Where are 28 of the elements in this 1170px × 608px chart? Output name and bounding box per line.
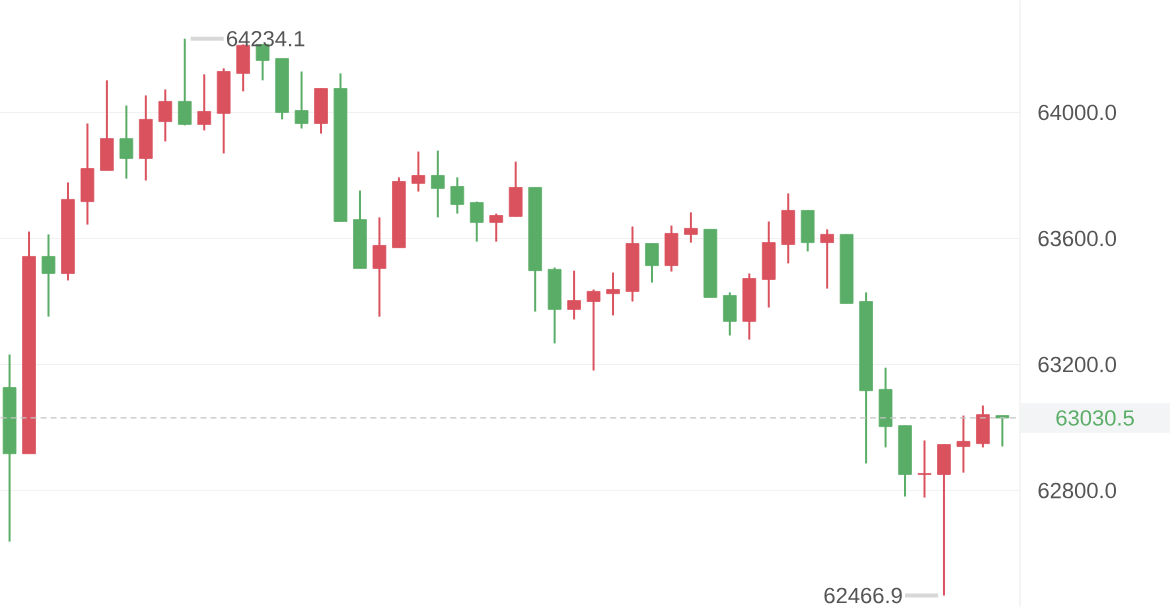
candlestick xyxy=(294,70,309,130)
candlestick xyxy=(567,269,581,321)
candlestick xyxy=(684,211,698,244)
candlestick xyxy=(995,414,1010,448)
candlestick xyxy=(372,216,387,318)
annotation: 62466.9 xyxy=(824,587,902,604)
candlestick xyxy=(411,150,426,193)
candlestick xyxy=(119,104,134,180)
y-tick-label: 63200.0 xyxy=(1038,356,1117,373)
candlestick xyxy=(489,212,504,243)
y-tick-label: 64000.0 xyxy=(1038,104,1117,121)
candlestick xyxy=(917,439,932,499)
candlestick xyxy=(645,242,659,284)
candlestick xyxy=(469,200,484,243)
candlestick xyxy=(41,233,56,318)
candlestick xyxy=(158,88,173,143)
annotation: 64234.1 xyxy=(227,31,305,47)
y-tick-label: 63600.0 xyxy=(1038,230,1117,247)
candlestick xyxy=(606,271,620,317)
candlestick xyxy=(450,176,465,215)
y-tick-label: 62800.0 xyxy=(1038,482,1117,499)
candlestick xyxy=(956,414,971,474)
candlestick xyxy=(586,288,601,372)
candlestick xyxy=(431,149,445,219)
candlestick xyxy=(177,37,192,127)
candlestick xyxy=(197,73,212,132)
ref-line-label: 63030.5 xyxy=(1056,410,1134,426)
candlestick xyxy=(820,228,834,290)
